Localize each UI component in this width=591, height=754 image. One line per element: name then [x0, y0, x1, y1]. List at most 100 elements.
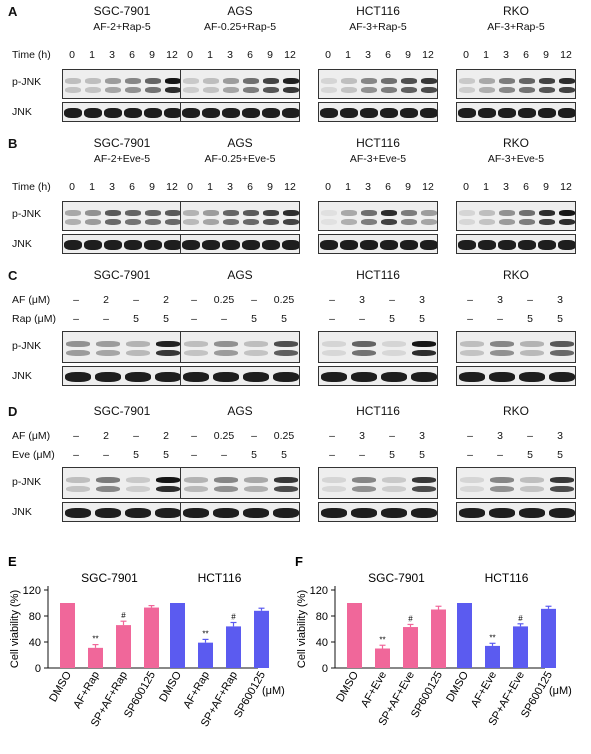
af-dose-label: 3: [557, 294, 563, 306]
panel-label-E: E: [8, 554, 17, 569]
drug-dose-label: 5: [419, 313, 425, 325]
jnk-row-label: JNK: [12, 238, 32, 250]
pjnk-row-label: p-JNK: [12, 340, 42, 352]
cell-line-title: HCT116: [356, 136, 400, 150]
time-point-label: 3: [365, 181, 371, 193]
treatment-condition: AF-3+Rap-5: [487, 21, 545, 33]
af-dose-label: –: [527, 294, 533, 306]
cell-line-title: RKO: [502, 136, 529, 150]
cell-line-title: AGS: [227, 136, 253, 150]
time-point-label: 12: [284, 181, 296, 193]
panel-label-A: A: [8, 4, 18, 19]
unit-label: (μM): [262, 685, 285, 697]
significance-mark: #: [121, 611, 126, 620]
significance-mark: #: [408, 614, 413, 623]
af-dose-label: 3: [419, 294, 425, 306]
jnk-blot: [180, 366, 300, 386]
treatment-condition: AF-3+Eve-5: [349, 153, 407, 165]
drug-dose-label: 5: [389, 313, 395, 325]
drug-dose-label: –: [191, 313, 197, 325]
significance-mark: #: [518, 614, 523, 623]
jnk-blot: [318, 102, 438, 122]
time-point-label: 9: [543, 181, 549, 193]
af-dose-label: 2: [103, 430, 109, 442]
af-dose-label: 3: [359, 430, 365, 442]
af-dose-label: –: [251, 430, 257, 442]
pjnk-blot: [180, 69, 300, 99]
time-point-label: 0: [69, 181, 75, 193]
af-dose-label: –: [467, 294, 473, 306]
time-point-label: 9: [405, 181, 411, 193]
time-point-label: 6: [129, 181, 135, 193]
time-row-label: Time (h): [12, 181, 51, 193]
bar: [375, 648, 390, 668]
drug-dose-label: –: [497, 313, 503, 325]
significance-mark: #: [231, 613, 236, 622]
pjnk-blot: [180, 467, 300, 499]
y-tick-label: 120: [23, 585, 41, 597]
panel-label-D: D: [8, 404, 18, 419]
af-dose-label: –: [251, 294, 257, 306]
significance-mark: **: [202, 629, 208, 638]
treatment-condition: AF-2+Rap-5: [93, 21, 151, 33]
pjnk-blot: [456, 467, 576, 499]
cell-line-title: RKO: [502, 268, 529, 282]
category-label: DMSO: [444, 669, 471, 704]
cell-line-title: AGS: [227, 4, 253, 18]
time-point-label: 9: [149, 181, 155, 193]
cell-line-title: AGS: [227, 404, 253, 418]
af-dose-label: –: [73, 430, 79, 442]
pjnk-blot: [318, 467, 438, 499]
bar: [403, 627, 418, 668]
category-label: DMSO: [157, 669, 184, 704]
af-dose-label: 2: [163, 294, 169, 306]
jnk-blot: [456, 502, 576, 522]
drug-dose-label: –: [221, 313, 227, 325]
cell-line-title: RKO: [502, 404, 529, 418]
drug-dose-label: –: [329, 449, 335, 461]
pjnk-blot: [62, 201, 182, 231]
af-dose-label: –: [389, 430, 395, 442]
treatment-condition: AF-0.25+Eve-5: [204, 153, 276, 165]
jnk-blot: [180, 234, 300, 254]
time-point-label: 3: [365, 49, 371, 61]
drug-dose-label: –: [73, 313, 79, 325]
drug-dose-label: 5: [557, 449, 563, 461]
time-point-label: 12: [284, 49, 296, 61]
af-dose-label: 0.25: [213, 294, 235, 306]
category-label: DMSO: [47, 669, 74, 704]
af-row-label: AF (μM): [12, 294, 51, 306]
pjnk-blot: [318, 69, 438, 99]
jnk-blot: [180, 102, 300, 122]
drug-dose-label: 5: [133, 313, 139, 325]
group-title: HCT116: [198, 571, 242, 585]
jnk-row-label: JNK: [12, 106, 32, 118]
time-point-label: 12: [166, 49, 178, 61]
group-title: SGC-7901: [81, 571, 138, 585]
drug-dose-label: –: [467, 313, 473, 325]
bar: [198, 642, 213, 668]
y-axis-label: Cell viability (%): [9, 590, 21, 668]
time-point-label: 6: [523, 181, 529, 193]
drug-dose-label: 5: [281, 449, 287, 461]
y-tick-label: 0: [35, 663, 41, 675]
af-dose-label: 2: [163, 430, 169, 442]
y-tick-label: 80: [29, 611, 41, 623]
time-point-label: 3: [227, 181, 233, 193]
drug-dose-label: 5: [163, 313, 169, 325]
y-tick-label: 40: [29, 637, 41, 649]
time-point-label: 1: [89, 49, 95, 61]
time-point-label: 0: [69, 49, 75, 61]
af-dose-label: 0.25: [273, 430, 295, 442]
drug-dose-label: 5: [251, 313, 257, 325]
af-dose-label: –: [133, 430, 139, 442]
significance-mark: **: [489, 633, 495, 642]
time-point-label: 0: [187, 49, 193, 61]
pjnk-blot: [456, 69, 576, 99]
y-tick-label: 120: [310, 585, 328, 597]
drug-dose-label: –: [329, 313, 335, 325]
af-dose-label: –: [329, 430, 335, 442]
jnk-row-label: JNK: [12, 370, 32, 382]
drug-dose-label: 5: [419, 449, 425, 461]
